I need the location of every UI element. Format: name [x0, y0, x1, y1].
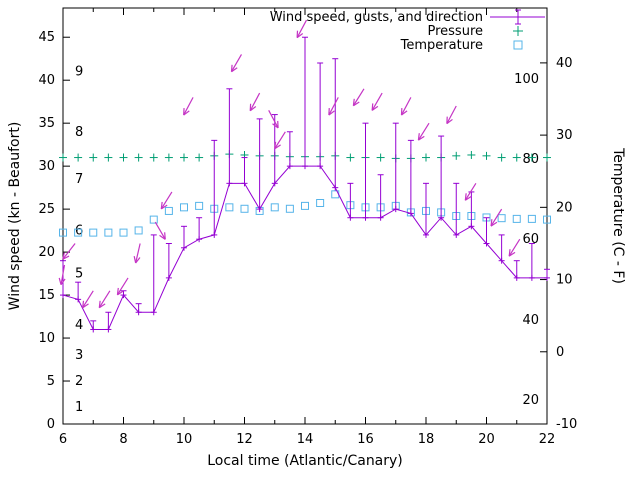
x-axis: 6 8 10 12 14 16 18 20 22: [59, 8, 555, 447]
svg-text:8: 8: [119, 432, 127, 447]
svg-text:3: 3: [75, 348, 83, 363]
svg-text:Temperature: Temperature: [400, 38, 483, 53]
x-axis-title: Local time (Atlantic/Canary): [207, 453, 403, 469]
svg-text:30: 30: [556, 128, 573, 143]
svg-text:7: 7: [75, 172, 83, 187]
y-left-axis-title: Wind speed (kn - Beaufort): [7, 121, 23, 311]
y-left-axis: 0 5 10 15 20 25 30 35 40 45: [38, 30, 70, 432]
svg-text:Pressure: Pressure: [427, 24, 483, 39]
svg-text:0: 0: [556, 345, 564, 360]
wind-direction-arrows: [58, 19, 521, 309]
svg-text:20: 20: [38, 245, 55, 260]
svg-text:40: 40: [522, 313, 539, 328]
svg-text:6: 6: [75, 224, 83, 239]
svg-text:15: 15: [38, 288, 55, 303]
svg-text:14: 14: [297, 432, 314, 447]
svg-text:10: 10: [556, 273, 573, 288]
svg-text:10: 10: [38, 331, 55, 346]
svg-text:2: 2: [75, 374, 83, 389]
legend: Wind speed, gusts, and directionPressure…: [270, 9, 545, 53]
svg-text:16: 16: [357, 432, 374, 447]
svg-text:5: 5: [75, 267, 83, 282]
svg-text:12: 12: [236, 432, 253, 447]
y-right-axis-title: Temperature (C - F): [610, 148, 626, 284]
svg-text:10: 10: [176, 432, 193, 447]
svg-text:60: 60: [522, 232, 539, 247]
svg-text:100: 100: [514, 72, 539, 87]
svg-text:40: 40: [38, 73, 55, 88]
svg-text:1: 1: [75, 400, 83, 415]
svg-text:9: 9: [75, 65, 83, 80]
svg-text:5: 5: [47, 374, 55, 389]
beaufort-scale-labels: 1 2 3 4 5 6 7 8 9: [75, 65, 83, 415]
svg-text:30: 30: [38, 159, 55, 174]
svg-text:18: 18: [418, 432, 435, 447]
wind-series: [60, 36, 550, 333]
svg-text:0: 0: [47, 417, 55, 432]
svg-text:40: 40: [556, 56, 573, 71]
svg-text:20: 20: [478, 432, 495, 447]
svg-text:Wind speed, gusts, and directi: Wind speed, gusts, and direction: [270, 10, 483, 25]
svg-text:22: 22: [539, 432, 556, 447]
fahrenheit-scale-labels: 20 40 60 80 100: [514, 72, 539, 408]
svg-text:6: 6: [59, 432, 67, 447]
svg-text:80: 80: [522, 152, 539, 167]
temperature-series: [59, 190, 551, 237]
svg-text:20: 20: [522, 393, 539, 408]
svg-text:45: 45: [38, 30, 55, 45]
svg-text:4: 4: [75, 318, 83, 333]
svg-text:35: 35: [38, 116, 55, 131]
y-right-axis: -10 0 10 20 30 40: [540, 56, 577, 432]
svg-text:20: 20: [556, 200, 573, 215]
svg-text:25: 25: [38, 202, 55, 217]
svg-text:-10: -10: [556, 417, 577, 432]
svg-text:8: 8: [75, 125, 83, 140]
